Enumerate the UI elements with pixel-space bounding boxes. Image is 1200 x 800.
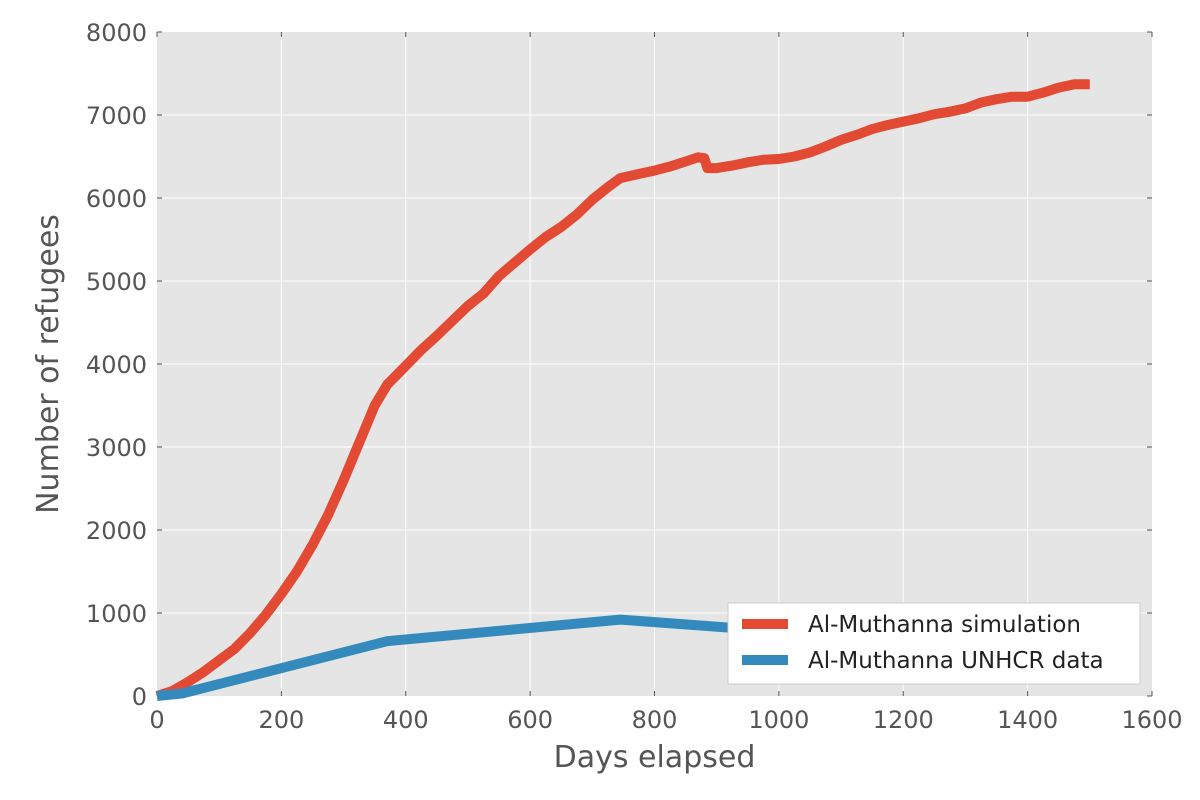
- y-tick-label: 1000: [86, 600, 147, 628]
- y-axis-label: Number of refugees: [31, 214, 66, 514]
- x-tick-label: 0: [149, 706, 164, 734]
- legend: Al-Muthanna simulation Al-Muthanna UNHCR…: [727, 602, 1141, 685]
- x-tick-label: 600: [507, 706, 553, 734]
- y-tick-label: 4000: [86, 351, 147, 379]
- x-axis-label: Days elapsed: [554, 740, 756, 775]
- legend-label-simulation: Al-Muthanna simulation: [808, 612, 1081, 638]
- legend-box: [727, 602, 1141, 685]
- x-tick-label: 400: [383, 706, 429, 734]
- x-tick-label: 1400: [997, 706, 1058, 734]
- x-tick-label: 200: [258, 706, 304, 734]
- x-tick-label: 1000: [748, 706, 809, 734]
- axis-ticks: 0 200 400 600 800 1000 1200 1400 1600 0 1000 2000 30…: [86, 19, 1183, 734]
- x-tick-label: 800: [632, 706, 678, 734]
- y-tick-label: 0: [132, 683, 147, 711]
- series-lines: [155, 79, 1090, 701]
- simulation-line: [155, 79, 1090, 701]
- y-tick-label: 8000: [86, 19, 147, 47]
- legend-label-unhcr: Al-Muthanna UNHCR data: [808, 648, 1104, 674]
- x-tick-label: 1200: [873, 706, 934, 734]
- y-tick-label: 5000: [86, 268, 147, 296]
- unhcr-data-line: [156, 614, 780, 701]
- y-tick-label: 6000: [86, 185, 147, 213]
- y-tick-label: 7000: [86, 102, 147, 130]
- y-tick-label: 2000: [86, 517, 147, 545]
- x-tick-label: 1600: [1121, 706, 1182, 734]
- y-tick-label: 3000: [86, 434, 147, 462]
